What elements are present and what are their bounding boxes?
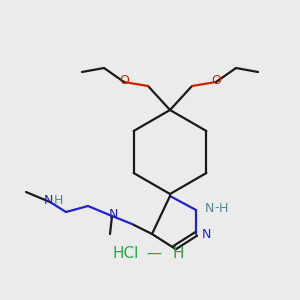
- Text: N: N: [204, 202, 214, 214]
- Text: H: H: [172, 247, 184, 262]
- Text: N: N: [43, 194, 53, 206]
- Text: O: O: [119, 74, 129, 88]
- Text: —: —: [142, 247, 167, 262]
- Text: N: N: [108, 208, 118, 220]
- Text: N: N: [201, 229, 211, 242]
- Text: HCl: HCl: [113, 247, 139, 262]
- Text: -: -: [215, 202, 219, 214]
- Text: H: H: [53, 194, 63, 206]
- Text: O: O: [211, 74, 221, 88]
- Text: H: H: [218, 202, 228, 214]
